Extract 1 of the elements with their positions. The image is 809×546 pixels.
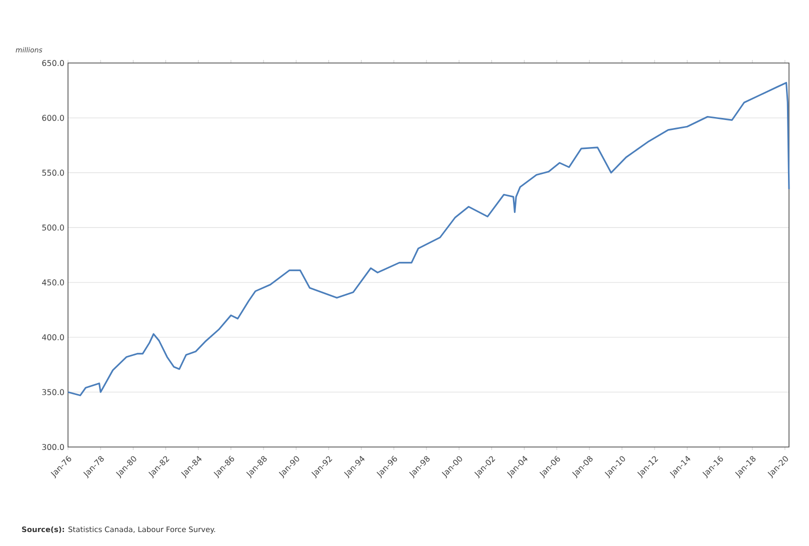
line-series [67, 82, 790, 396]
